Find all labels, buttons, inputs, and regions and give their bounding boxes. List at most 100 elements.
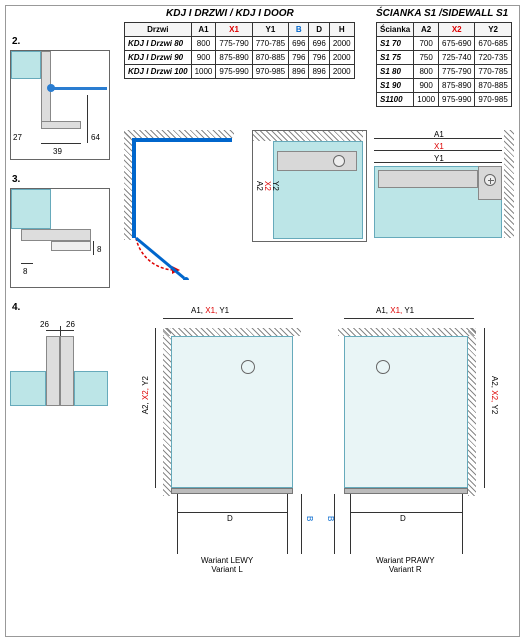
detail-2-glass [11,51,41,79]
door-td-0-3: 770-785 [252,37,288,51]
tray-r [344,336,468,488]
sw-td-3-1: 900 [414,79,439,93]
top-dim-l: A1, X1, Y1 [191,306,229,315]
side-dim-l: A2, X2, Y2 [141,376,150,414]
detail-3-profile [21,229,91,241]
variant-left-label: Wariant LEWY Variant L [201,556,253,574]
door-td-2-1: 1000 [191,65,216,79]
bracket-body [277,151,357,171]
dim-d-r: D [400,514,406,523]
detail-3-dim-a: 8 [23,267,27,276]
door-th-0: Drzwi [125,23,192,37]
bracket-detail-right: A1 X1 Y1 [374,130,514,242]
detail-3-dim-b: 8 [97,245,101,254]
detail-2-num: 2. [12,36,20,47]
dim-y2: Y2 [271,181,280,191]
sidewall-table-title: ŚCIANKA S1 /SIDEWALL S1 [376,8,508,19]
door-td-1-5: 796 [309,51,329,65]
door-td-0-5: 696 [309,37,329,51]
sw-td-1-2: 725-740 [439,51,475,65]
door-front-r [344,488,468,494]
dim-b-l: B [305,516,314,521]
detail-3-glass [11,189,51,229]
sw-td-2-1: 800 [414,65,439,79]
variant-right: A1, X1, Y1 A2, X2, Y2 D B Wariant PRAWY … [326,306,511,586]
page: 2. 27 39 64 3. 8 8 4. 26 26 KDJ I DRZWI … [5,5,520,637]
detail-2-rod [51,87,107,90]
bracket-body-r [378,170,478,188]
door-th-2: X1 [216,23,252,37]
detail-2-dim-b: 39 [53,147,62,156]
detail-4-glass-r [74,371,108,406]
door-table-title: KDJ I DRZWI / KDJ I DOOR [166,8,294,19]
door-td-0-0: KDJ I Drzwi 80 [125,37,192,51]
drain-icon-l [241,360,255,374]
sw-td-3-3: 870-885 [475,79,511,93]
dim-d-l: D [227,514,233,523]
sw-td-4-3: 970-985 [475,93,511,107]
sw-td-0-1: 700 [414,37,439,51]
door-td-2-2: 975-990 [216,65,252,79]
detail-4-profile-b [60,336,74,406]
detail-2-profile-h [41,121,81,129]
door-td-0-1: 800 [191,37,216,51]
variant-left: A1, X1, Y1 A2, X2, Y2 D B Wariant LEWY V [141,306,316,586]
sw-td-2-3: 770-785 [475,65,511,79]
detail-2-rod-cap [47,84,55,92]
door-td-2-4: 896 [289,65,309,79]
door-front-l [171,488,293,494]
tray-l [171,336,293,488]
detail-4-num: 4. [12,302,20,313]
door-th-5: D [309,23,329,37]
door-td-2-5: 896 [309,65,329,79]
detail-4-profile-a [46,336,60,406]
detail-3-profile-2 [51,241,91,251]
door-td-1-1: 900 [191,51,216,65]
door-td-1-4: 796 [289,51,309,65]
sw-td-1-0: S1 75 [377,51,414,65]
door-td-0-4: 696 [289,37,309,51]
sw-th-3: Y2 [475,23,511,37]
detail-4-dim-b: 26 [66,320,75,329]
sw-td-2-2: 775-790 [439,65,475,79]
screw-icon-r [484,174,496,186]
detail-4-box: 26 26 [10,316,110,416]
detail-2-dim-c: 64 [91,133,100,142]
sw-td-3-2: 875-890 [439,79,475,93]
sw-td-3-0: S1 90 [377,79,414,93]
detail-4-dim-a: 26 [40,320,49,329]
wall-left-l [163,328,171,496]
sw-td-0-2: 675-690 [439,37,475,51]
detail-4-glass-l [10,371,46,406]
door-td-1-3: 870-885 [252,51,288,65]
detail-2-dim-a: 27 [13,133,22,142]
screw-icon [333,155,345,167]
door-td-2-3: 970-985 [252,65,288,79]
door-td-1-6: 2000 [329,51,354,65]
wall-top-l [163,328,301,336]
dim-b-r: B [326,516,335,521]
wall-right-r [468,328,476,496]
door-th-1: A1 [191,23,216,37]
door-td-1-0: KDJ I Drzwi 90 [125,51,192,65]
top-dim-r: A1, X1, Y1 [376,306,414,315]
sw-td-4-1: 1000 [414,93,439,107]
sidewall-table: ŚciankaA2X2Y2S1 70700675-690670-685S1 75… [376,22,512,107]
wall-top-r [338,328,476,336]
door-th-6: H [329,23,354,37]
sw-th-2: X2 [439,23,475,37]
side-dim-r: A2, X2, Y2 [490,376,499,414]
detail-3-box: 8 8 [10,188,110,288]
sw-td-4-0: S1100 [377,93,414,107]
sw-th-1: A2 [414,23,439,37]
door-th-4: B [289,23,309,37]
door-td-2-0: KDJ I Drzwi 100 [125,65,192,79]
drain-icon-r [376,360,390,374]
door-td-0-2: 775-790 [216,37,252,51]
swing-schematic [124,130,244,280]
door-td-0-6: 2000 [329,37,354,51]
sw-td-0-0: S1 70 [377,37,414,51]
sw-td-1-1: 750 [414,51,439,65]
sw-th-0: Ścianka [377,23,414,37]
detail-2-box: 27 39 64 [10,50,110,160]
